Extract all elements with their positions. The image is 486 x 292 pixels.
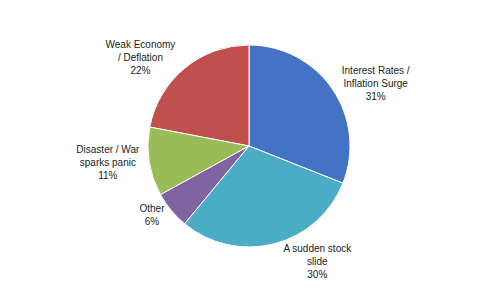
svg-text:A sudden stockslide30%: A sudden stockslide30%: [283, 243, 352, 280]
svg-text:Interest Rates /Inflation Surg: Interest Rates /Inflation Surge31%: [342, 65, 410, 102]
svg-text:Weak Economy/ Deflation22%: Weak Economy/ Deflation22%: [106, 39, 176, 76]
svg-text:Disaster / Warsparks panic11%: Disaster / Warsparks panic11%: [76, 144, 140, 181]
svg-text:Other6%: Other6%: [139, 203, 165, 227]
